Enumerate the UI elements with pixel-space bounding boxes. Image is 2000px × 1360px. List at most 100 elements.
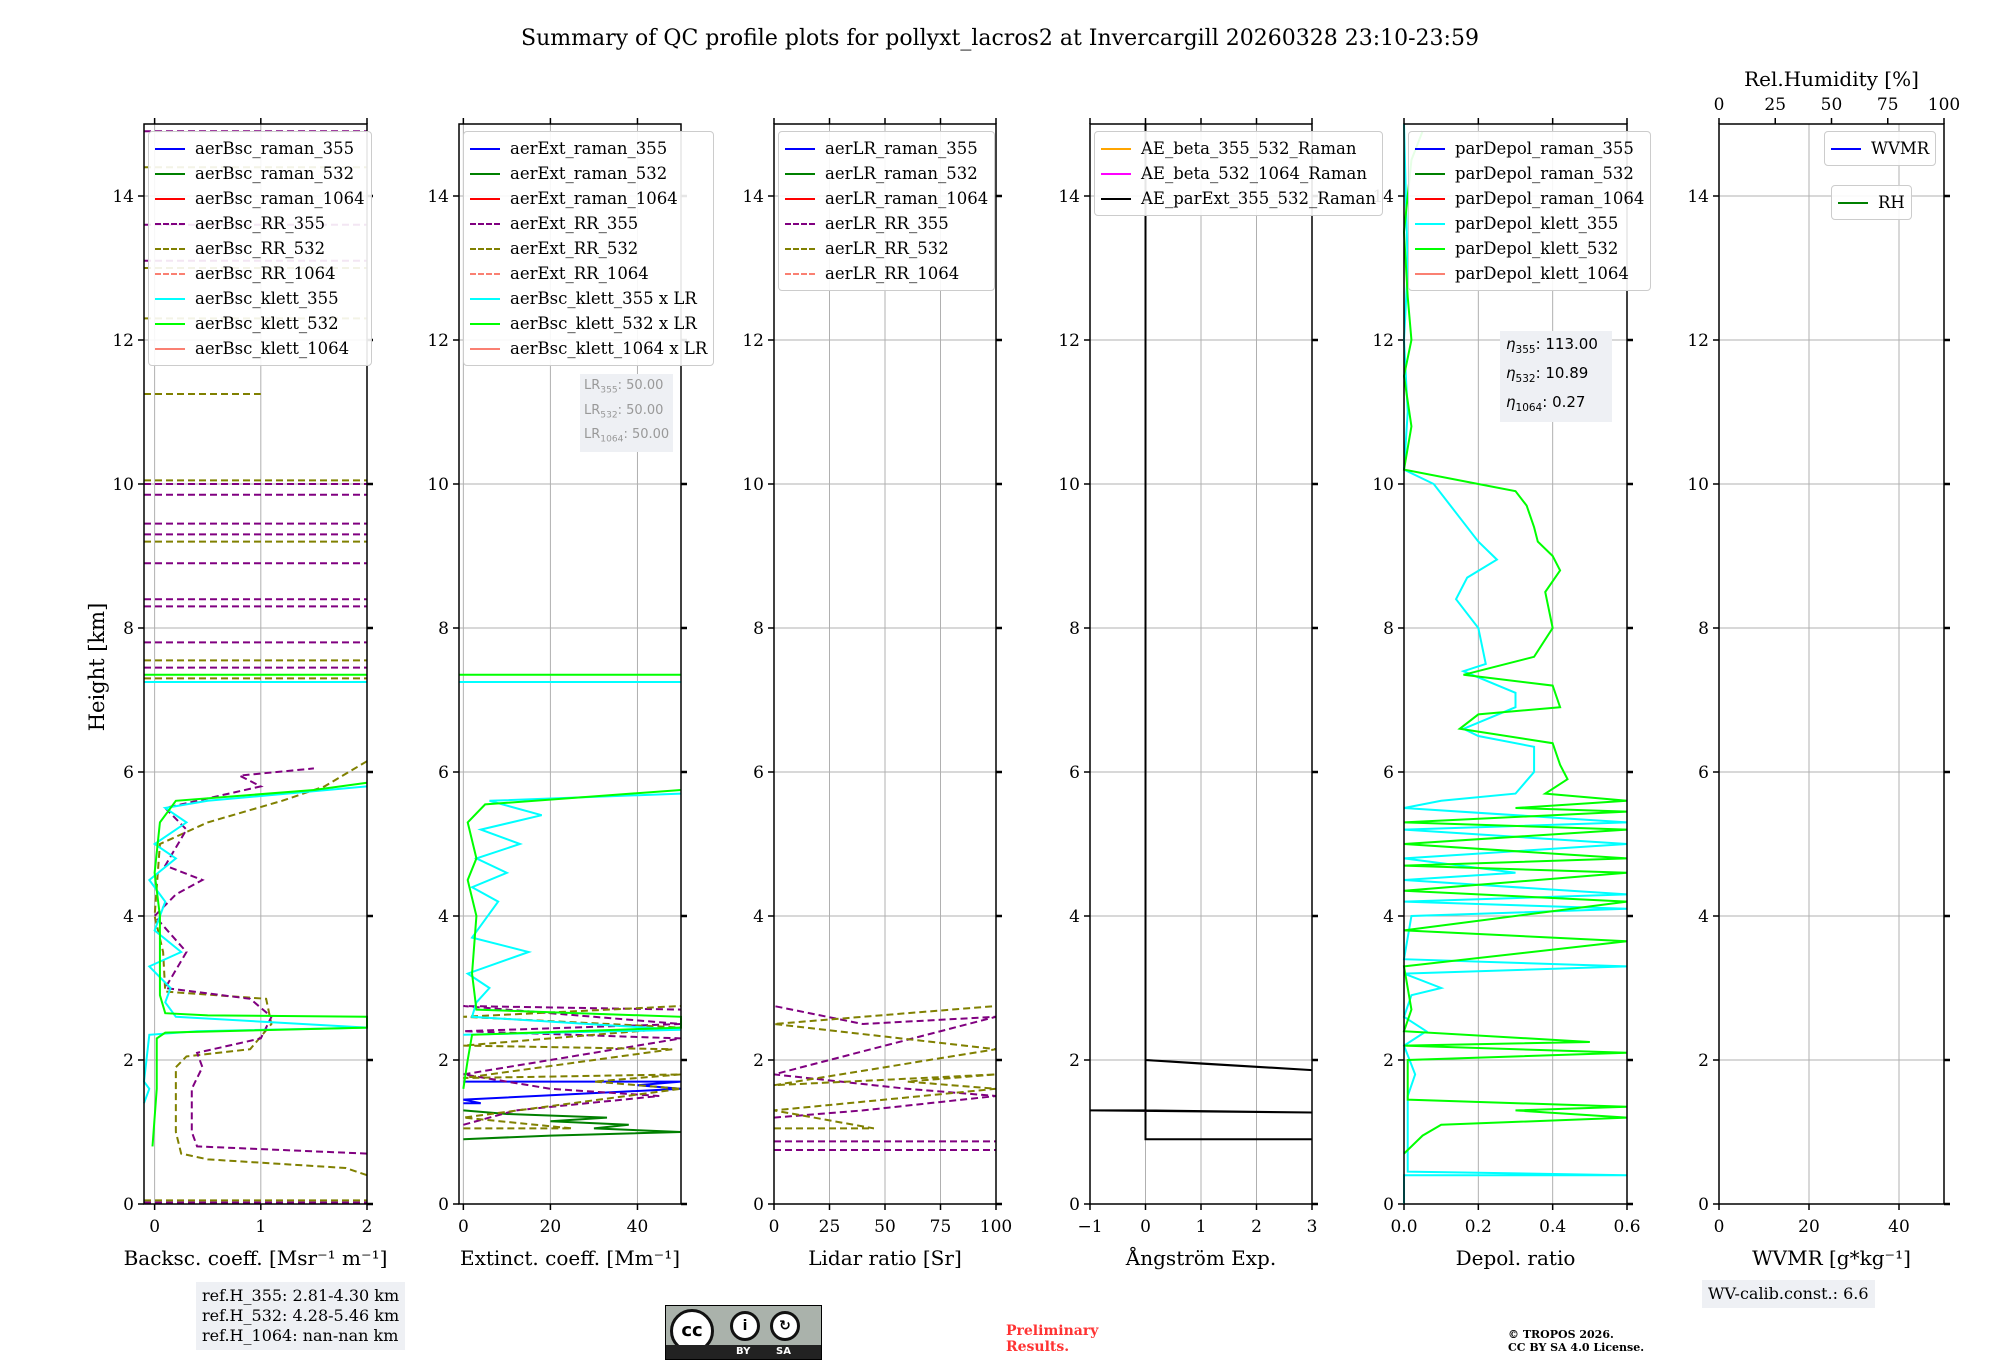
panel-wv: 0 20 40 0 2 4 6 8 10 12 14 WVMR [g*kg⁻¹] 0 25 50 75 100 R… [1687,67,1960,1270]
y-tick-label: 6 [438,763,449,783]
legend-entry: aerBsc_raman_355 [155,136,365,161]
y-tick-label: 0 [1069,1195,1080,1215]
legend-label: aerBsc_klett_1064 [195,339,350,358]
series-aerLR_RR_532 [773,1005,997,1130]
legend-swatch [470,272,500,275]
legend-entry: aerExt_RR_1064 [470,261,707,286]
copyright-note: © TROPOS 2026. CC BY SA 4.0 License. [1508,1328,1645,1354]
legend-swatch [155,322,185,325]
legend-label: AE_beta_532_1064_Raman [1141,164,1367,183]
axes-frame [1718,123,1945,1205]
legend-label: aerExt_RR_1064 [510,264,649,283]
y-tick-label: 4 [438,907,449,927]
y-tick-label: 2 [753,1051,764,1071]
wv-calib-box: WV-calib.const.: 6.6 [1702,1280,1875,1308]
legend-swatch [470,172,500,175]
lr-532: LR532: 50.00 [584,402,664,421]
legend-wv: WVMR [1824,131,1937,166]
legend-swatch [785,272,815,275]
top-x-tick-label: 0 [1714,95,1725,115]
ref-h-1064: ref.H_1064: nan-nan km [202,1326,399,1345]
legend-label: aerBsc_RR_355 [195,214,326,233]
x-tick-label: 3 [1307,1217,1318,1237]
legend-swatch [1831,147,1861,150]
series-aerBsc_klett_532 x LR [462,789,682,1089]
x-tick-label: 1 [255,1217,266,1237]
axes-frame [1403,123,1628,1205]
x-tick-label: 0.6 [1613,1217,1640,1237]
eta-355: η355: 113.00 [1506,335,1598,356]
legend-swatch [1838,201,1868,204]
y-tick-label: 4 [123,907,134,927]
top-x-tick-label: 75 [1877,95,1899,115]
y-tick-label: 0 [438,1195,449,1215]
y-tick-label: 8 [1383,619,1394,639]
attribution-icon: i [730,1311,760,1341]
legend-entry: aerExt_raman_355 [470,136,707,161]
x-tick-label: 0 [1714,1217,1725,1237]
legend-swatch [470,197,500,200]
legend-label: aerBsc_raman_532 [195,164,355,183]
x-tick-label: 25 [819,1217,841,1237]
x-tick-label: 40 [1888,1217,1910,1237]
ref-h-532: ref.H_532: 4.28-5.46 km [202,1306,400,1325]
legend-label: aerLR_raman_355 [825,139,978,158]
legend-entry: RH [1838,190,1905,215]
lr-1064: LR1064: 50.00 [584,427,670,445]
y-tick-label: 12 [427,331,449,351]
y-tick-label: 8 [753,619,764,639]
legend-entry: aerLR_RR_1064 [785,261,988,286]
x-tick-label: 50 [874,1217,896,1237]
series-aerBsc_klett_355 x LR [463,792,682,1036]
y-tick-label: 10 [427,475,449,495]
y-tick-label: 12 [112,331,134,351]
legend-entry: parDepol_klett_355 [1415,211,1644,236]
y-tick-label: 0 [123,1195,134,1215]
legend-label: parDepol_klett_355 [1455,214,1619,233]
legend-label: aerExt_raman_1064 [510,189,678,208]
legend-lr: aerLR_raman_355 aerLR_raman_532 aerLR_rama… [778,131,996,291]
series-aerExt_raman_355 [463,1080,682,1105]
legend-entry: aerLR_raman_355 [785,136,988,161]
figure-title: Summary of QC profile plots for pollyxt_… [521,26,1479,51]
legend-entry: aerBsc_klett_532 x LR [470,311,707,336]
x-tick-label: 0 [149,1217,160,1237]
legend-entry: parDepol_raman_355 [1415,136,1644,161]
legend-entry: aerLR_raman_1064 [785,186,988,211]
y-axis-label: Height [km] [85,602,109,732]
legend-swatch [155,172,185,175]
y-tick-label: 14 [427,187,449,207]
legend-swatch [155,197,185,200]
y-tick-label: 6 [753,763,764,783]
legend-swatch [785,247,815,250]
series-aerBsc_klett_355 [142,785,368,1104]
series-aerBsc_RR_532 [153,760,368,1177]
y-tick-label: 0 [1383,1195,1394,1215]
x-tick-label: 20 [540,1217,562,1237]
series-aerExt_raman_532 [463,1109,682,1141]
eta-532: η532: 10.89 [1506,364,1589,385]
y-tick-label: 14 [112,187,134,207]
legend-label: aerBsc_raman_355 [195,139,355,158]
y-tick-label: 0 [753,1195,764,1215]
legend-swatch [155,247,185,250]
y-tick-label: 4 [753,907,764,927]
x-tick-label: 1 [1196,1217,1207,1237]
y-tick-label: 14 [1687,187,1709,207]
y-tick-label: 2 [438,1051,449,1071]
y-tick-label: 14 [742,187,764,207]
legend-swatch [1415,272,1445,275]
y-tick-label: 4 [1698,907,1709,927]
y-tick-label: 0 [1698,1195,1709,1215]
legend-label: aerExt_raman_532 [510,164,668,183]
legend-swatch [470,297,500,300]
eta-box: η355: 113.00 η532: 10.89 η1064: 0.27 [1500,331,1612,422]
legend-label: aerExt_RR_355 [510,214,639,233]
y-tick-label: 12 [1687,331,1709,351]
legend-entry: aerExt_RR_355 [470,211,707,236]
legend-label: aerExt_RR_532 [510,239,639,258]
x-tick-label: 2 [362,1217,373,1237]
x-axis-label: Ångström Exp. [1125,1245,1276,1270]
